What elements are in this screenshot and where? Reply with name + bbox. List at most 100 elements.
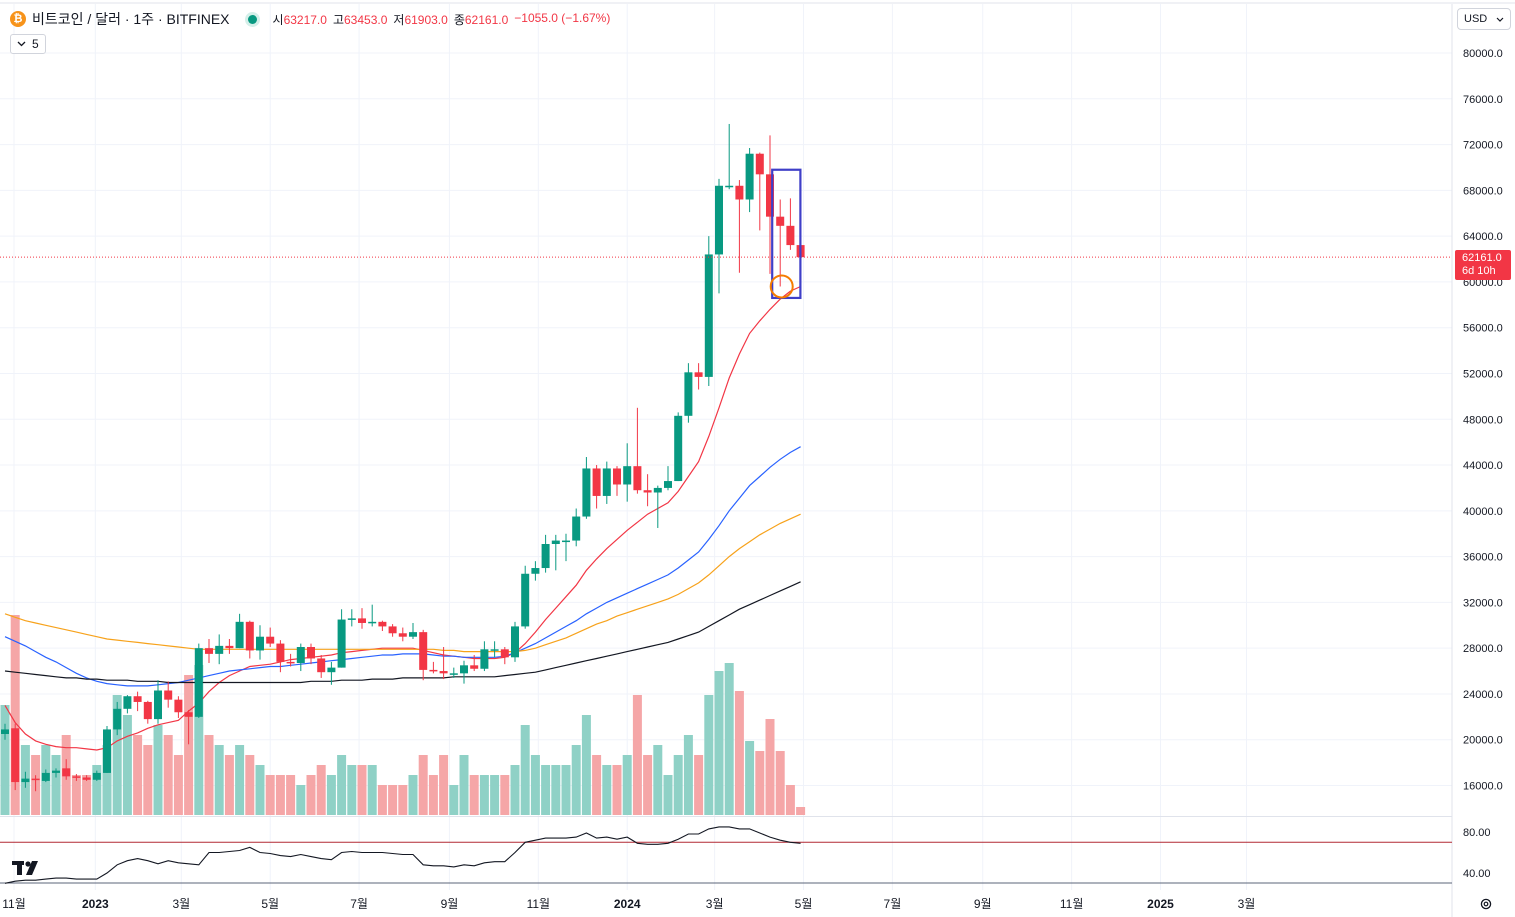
candle-body[interactable] (92, 772, 101, 780)
close-label: 종 (453, 12, 465, 27)
candle-body[interactable] (449, 673, 458, 675)
candle-body[interactable] (317, 658, 326, 673)
indicator-count: 5 (32, 37, 39, 51)
candle-body[interactable] (82, 777, 91, 780)
candle-body[interactable] (1, 729, 9, 734)
candle-body[interactable] (245, 621, 254, 651)
candle-body[interactable] (439, 671, 448, 674)
candle-body[interactable] (174, 699, 183, 713)
candle-body[interactable] (500, 649, 509, 658)
candle-body[interactable] (62, 768, 71, 777)
candle-body[interactable] (123, 696, 132, 709)
candle-body[interactable] (592, 468, 601, 496)
candle-body[interactable] (643, 490, 652, 493)
market-status-icon[interactable] (247, 14, 257, 24)
time-axis-label: 3월 (706, 897, 724, 911)
candle-body[interactable] (735, 185, 744, 200)
candle-body[interactable] (694, 372, 703, 377)
candle-body[interactable] (205, 648, 213, 654)
candle-body[interactable] (184, 712, 193, 717)
moving-average-line (4, 446, 801, 687)
candle-body[interactable] (470, 665, 479, 669)
candle-body[interactable] (358, 618, 366, 623)
time-axis[interactable]: 11월 2023 3월 5월 7월 9월 11월 2024 3월 5월 7월 9월 11월 2025 3월 (2, 897, 1255, 911)
candle-body[interactable] (766, 174, 774, 217)
candle-body[interactable] (113, 708, 122, 730)
candle-body[interactable] (531, 568, 540, 574)
candle-body[interactable] (296, 647, 305, 664)
high-value: 63453.0 (344, 12, 388, 27)
gear-icon[interactable] (1479, 897, 1493, 911)
tradingview-logo-icon[interactable] (12, 859, 44, 877)
candle-body[interactable] (103, 729, 111, 773)
candles[interactable] (0, 123, 1452, 792)
candle-body[interactable] (551, 540, 560, 545)
candle-body[interactable] (460, 665, 468, 674)
price-axis[interactable]: 80000.076000.072000.068000.064000.060000… (1463, 48, 1503, 793)
candle-body[interactable] (511, 626, 519, 658)
highlight-rectangle[interactable] (771, 168, 802, 300)
candle-body[interactable] (133, 696, 142, 702)
candle-body[interactable] (633, 466, 642, 491)
candle-body[interactable] (347, 618, 356, 620)
candle-body[interactable] (572, 516, 581, 541)
candle-body[interactable] (602, 468, 611, 496)
candle-body[interactable] (378, 621, 387, 627)
candle-body[interactable] (11, 728, 20, 783)
candle-body[interactable] (164, 690, 173, 700)
candle-body[interactable] (490, 649, 499, 651)
symbol-title[interactable]: 비트코인 / 달러 · 1주 · BITFINEX (32, 11, 230, 27)
candle-body[interactable] (541, 544, 550, 569)
candle-body[interactable] (225, 645, 234, 649)
volume-bar (194, 665, 204, 815)
candle-body[interactable] (256, 636, 264, 651)
candle-body[interactable] (623, 466, 632, 485)
candle-body[interactable] (368, 621, 377, 624)
candle-body[interactable] (755, 153, 764, 175)
candle-body[interactable] (562, 540, 570, 543)
candle-body[interactable] (419, 632, 428, 670)
candle-body[interactable] (745, 153, 754, 200)
candle-body[interactable] (582, 468, 591, 517)
volume-bar (479, 775, 489, 815)
candle-body[interactable] (235, 621, 244, 649)
candle-body[interactable] (480, 649, 489, 669)
candle-body[interactable] (398, 633, 407, 637)
candle-body[interactable] (704, 254, 713, 377)
currency-select[interactable]: USD (1457, 8, 1511, 30)
highlight-circle[interactable] (769, 274, 794, 299)
candle-body[interactable] (143, 701, 152, 720)
candle-body[interactable] (327, 667, 336, 673)
candle-body[interactable] (276, 643, 285, 662)
volume-bar (673, 755, 683, 815)
candle-body[interactable] (337, 619, 346, 668)
rsi-pane[interactable]: 80.00 40.00 (0, 826, 1491, 884)
candle-body[interactable] (653, 487, 662, 493)
candle-body[interactable] (388, 626, 397, 634)
candle-body[interactable] (613, 468, 621, 485)
candle-body[interactable] (215, 645, 224, 654)
candle-body[interactable] (429, 669, 438, 672)
candle-body[interactable] (154, 690, 162, 720)
candle-body[interactable] (52, 770, 60, 773)
candle-body[interactable] (674, 415, 683, 482)
indicator-legend-toggle[interactable]: 5 (10, 34, 46, 54)
candle-body[interactable] (776, 216, 785, 226)
candle-body[interactable] (72, 776, 81, 778)
candle-body[interactable] (41, 772, 50, 781)
candle-body[interactable] (664, 481, 672, 488)
candle-body[interactable] (786, 225, 795, 246)
candle-body[interactable] (521, 573, 530, 627)
candle-body[interactable] (194, 648, 203, 717)
candle-body[interactable] (286, 661, 295, 664)
candle-body[interactable] (21, 778, 30, 783)
candle-body[interactable] (307, 647, 315, 659)
candle-body[interactable] (266, 636, 275, 644)
candle-body[interactable] (725, 185, 734, 188)
candle-body[interactable] (31, 778, 40, 781)
candle-body[interactable] (409, 632, 417, 637)
volume-bar (439, 755, 449, 815)
candle-body[interactable] (684, 372, 693, 416)
candle-body[interactable] (715, 185, 723, 255)
